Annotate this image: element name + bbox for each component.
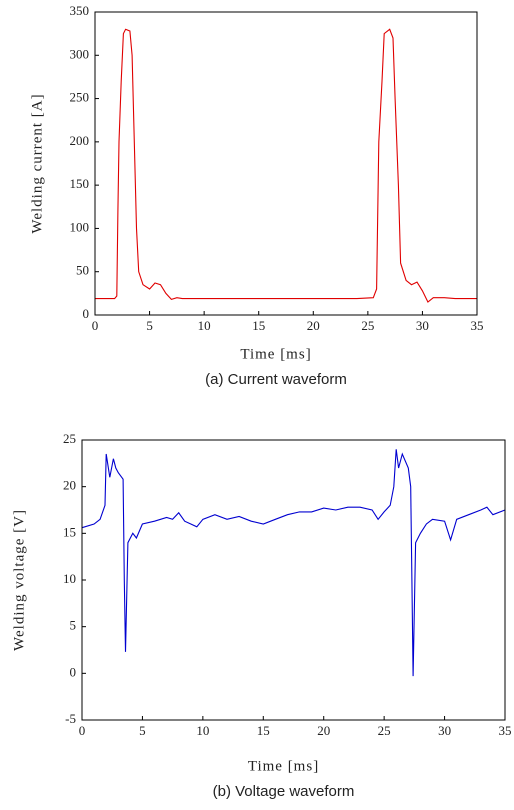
x-tick-label: 20 [307, 318, 320, 333]
y-tick-label: 300 [70, 46, 90, 61]
x-tick-label: 30 [438, 723, 451, 738]
y-axis-label: Welding current [A] [29, 93, 45, 233]
x-tick-label: 10 [196, 723, 209, 738]
y-tick-label: -5 [65, 711, 76, 726]
x-tick-label: 0 [92, 318, 99, 333]
caption: (b) Voltage waveform [213, 783, 355, 800]
plot-frame [94, 11, 478, 316]
y-tick-label: 20 [63, 478, 76, 493]
x-axis-label: Time [ms] [248, 758, 319, 774]
x-tick-label: 35 [471, 318, 484, 333]
x-tick-label: 0 [79, 723, 86, 738]
y-tick-label: 25 [63, 431, 76, 446]
x-tick-label: 5 [146, 318, 153, 333]
x-tick-label: 15 [252, 318, 265, 333]
data-line [81, 449, 506, 677]
caption: (a) Current waveform [205, 371, 347, 388]
y-tick-label: 10 [63, 571, 76, 586]
y-tick-label: 0 [70, 664, 77, 679]
data-line [95, 28, 477, 303]
x-tick-label: 30 [416, 318, 429, 333]
x-tick-label: 35 [499, 723, 512, 738]
x-tick-label: 25 [378, 723, 391, 738]
y-tick-label: 350 [70, 3, 90, 18]
y-axis-label: Welding voltage [V] [11, 509, 27, 651]
y-tick-label: 200 [70, 133, 90, 148]
y-tick-label: 100 [70, 219, 90, 234]
x-tick-label: 5 [139, 723, 146, 738]
x-tick-label: 20 [317, 723, 330, 738]
plot-frame [81, 439, 506, 721]
x-tick-label: 25 [361, 318, 374, 333]
y-tick-label: 50 [76, 263, 89, 278]
y-tick-label: 0 [83, 306, 90, 321]
y-tick-label: 5 [70, 618, 77, 633]
x-tick-label: 10 [198, 318, 211, 333]
y-tick-label: 15 [63, 524, 76, 539]
y-tick-label: 150 [70, 176, 90, 191]
x-tick-label: 15 [257, 723, 270, 738]
y-tick-label: 250 [70, 90, 90, 105]
x-axis-label: Time [ms] [240, 346, 311, 362]
